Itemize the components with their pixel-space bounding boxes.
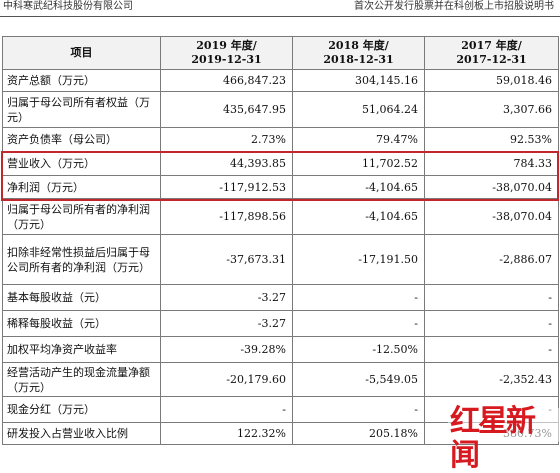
cell-2018: - [292,284,425,311]
table-row: 加权平均净资产收益率 -39.28% -12.50% - [2,336,559,363]
cell-2017: 784.33 [424,151,559,176]
year-label: 2018 年度/ [328,39,389,52]
cell-2018: 11,702.52 [292,151,425,176]
cell-2019: -37,673.31 [160,234,293,285]
row-label: 扣除非经常性损益后归属于母公司所有者的净利润（万元） [2,234,161,285]
item-column-header: 项目 [2,36,161,70]
cell-2017: -38,070.04 [424,198,559,235]
row-label: 加权平均净资产收益率 [2,336,161,363]
year-header-2018: 2018 年度/ 2018-12-31 [292,36,425,70]
row-label: 稀释每股收益（元） [2,310,161,337]
table-row: 经营活动产生的现金流量净额（万元） -20,179.60 -5,549.05 -… [2,362,559,397]
cell-2017: 59,018.46 [424,69,559,92]
table-row: 净利润（万元） -117,912.53 -4,104.65 -38,070.04 [2,175,559,199]
cell-2017: -2,886.07 [424,234,559,285]
cell-2019: -39.28% [160,336,293,363]
cell-2017: - [424,336,559,363]
row-label: 资产负债率（母公司） [2,127,161,152]
cell-2019: 122.32% [160,422,293,445]
table-row: 基本每股收益（元） -3.27 - - [2,284,559,311]
row-label: 经营活动产生的现金流量净额（万元） [2,362,161,397]
cell-2018: -12.50% [292,336,425,363]
cell-2017: 92.53% [424,127,559,152]
cell-2017: -2,352.43 [424,362,559,397]
table-row: 归属于母公司所有者的净利润（万元） -117,898.56 -4,104.65 … [2,198,559,235]
cell-2018: -17,191.50 [292,234,425,285]
company-name: 中科寒武纪科技股份有限公司 [3,1,133,12]
table-row: 研发投入占营业收入比例 122.32% 205.18% 380.73% [2,422,559,445]
cell-2019: -3.27 [160,284,293,311]
table-row: 现金分红（万元） - - - [2,396,559,423]
cell-2019: 2.73% [160,127,293,152]
cell-2019: -20,179.60 [160,362,293,397]
cell-2019: - [160,396,293,423]
cell-2019: -117,898.56 [160,198,293,235]
year-label: 2017 年度/ [461,39,522,52]
cell-2017: -38,070.04 [424,175,559,199]
row-label: 现金分红（万元） [2,396,161,423]
table-row: 归属于母公司所有者权益（万元） 435,647.95 51,064.24 3,3… [2,91,559,128]
table-row: 营业收入（万元） 44,393.85 11,702.52 784.33 [2,151,559,176]
row-label: 净利润（万元） [2,175,161,199]
document-title: 首次公开发行股票并在科创板上市招股说明书 [354,1,554,12]
row-label: 研发投入占营业收入比例 [2,422,161,445]
cell-2018: - [292,396,425,423]
table-row: 稀释每股收益（元） -3.27 - - [2,310,559,337]
cell-2017: - [424,396,559,423]
cell-2019: -117,912.53 [160,175,293,199]
cell-2018: 304,145.16 [292,69,425,92]
year-date: 2018-12-31 [323,53,394,66]
cell-2019: 466,847.23 [160,69,293,92]
cell-2018: 51,064.24 [292,91,425,128]
page-header: 中科寒武纪科技股份有限公司 首次公开发行股票并在科创板上市招股说明书 [0,0,560,20]
table-row: 资产负债率（母公司） 2.73% 79.47% 92.53% [2,127,559,152]
row-label: 归属于母公司所有者权益（万元） [2,91,161,128]
year-header-2017: 2017 年度/ 2017-12-31 [424,36,559,70]
cell-2018: -4,104.65 [292,175,425,199]
cell-2017: 3,307.66 [424,91,559,128]
row-label: 基本每股收益（元） [2,284,161,311]
cell-2018: -4,104.65 [292,198,425,235]
year-date: 2019-12-31 [191,53,262,66]
year-header-2019: 2019 年度/ 2019-12-31 [160,36,293,70]
row-label: 归属于母公司所有者的净利润（万元） [2,198,161,235]
cell-2019: 435,647.95 [160,91,293,128]
cell-2018: - [292,310,425,337]
table-header-row: 项目 2019 年度/ 2019-12-31 2018 年度/ 2018-12-… [2,36,559,70]
cell-2017: - [424,310,559,337]
year-date: 2017-12-31 [456,53,527,66]
cell-2017: 380.73% [424,422,559,445]
cell-2018: 205.18% [292,422,425,445]
cell-2019: -3.27 [160,310,293,337]
header-rule [0,16,560,17]
year-label: 2019 年度/ [196,39,257,52]
row-label: 营业收入（万元） [2,151,161,176]
table-row: 资产总额（万元） 466,847.23 304,145.16 59,018.46 [2,69,559,92]
table-row: 扣除非经常性损益后归属于母公司所有者的净利润（万元） -37,673.31 -1… [2,234,559,285]
row-label: 资产总额（万元） [2,69,161,92]
cell-2017: - [424,284,559,311]
cell-2018: 79.47% [292,127,425,152]
financial-table: 项目 2019 年度/ 2019-12-31 2018 年度/ 2018-12-… [2,36,559,445]
cell-2018: -5,549.05 [292,362,425,397]
cell-2019: 44,393.85 [160,151,293,176]
